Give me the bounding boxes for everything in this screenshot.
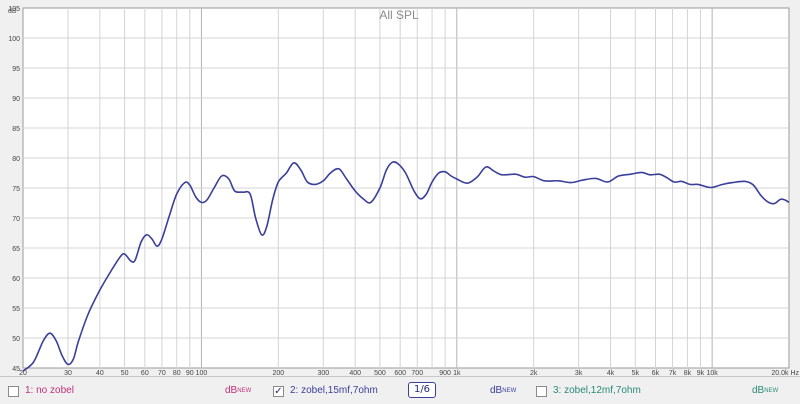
legend-entry-1[interactable]: 1: no zobel [8, 383, 74, 399]
legend-label-1: 1: no zobel [25, 385, 74, 396]
x-tick-label: 30 [64, 370, 72, 376]
y-tick-label: 70 [12, 216, 20, 223]
legend-units-1-sup: NEW [237, 388, 252, 394]
y-axis-unit-label: dB [8, 8, 17, 15]
legend-units-1-text: dB [225, 385, 238, 396]
y-tick-label: 65 [12, 246, 20, 253]
legend-units-3[interactable]: dBNEW [752, 385, 778, 397]
x-tick-label: 400 [349, 370, 361, 376]
x-tick-label: 8k [684, 370, 692, 376]
x-tick-label: 300 [317, 370, 329, 376]
y-tick-label: 85 [12, 126, 20, 133]
legend-checkbox-2[interactable]: ✓ [273, 385, 284, 397]
x-tick-label: 5k [632, 370, 640, 376]
x-tick-label: 600 [394, 370, 406, 376]
legend-units-2[interactable]: dBNEW [490, 385, 516, 397]
legend-units-1[interactable]: dBNEW [225, 385, 251, 397]
y-tick-label: 100 [8, 36, 20, 43]
chart-title: All SPL [379, 8, 419, 22]
x-tick-label: 70 [158, 370, 166, 376]
y-tick-label: 55 [12, 306, 20, 313]
y-tick-label: 50 [12, 336, 20, 343]
series-layer [22, 161, 790, 372]
y-tick-label: 75 [12, 186, 20, 193]
spl-chart[interactable]: 45 50 55 60 65 70 75 80 85 90 95 100 105 20 30 40 50 60 70… [0, 0, 800, 376]
x-tick-label: 40 [96, 370, 104, 376]
tick-labels: 45 50 55 60 65 70 75 80 85 90 95 100 105 20 30 40 50 60 70… [8, 6, 799, 376]
y-tick-label: 90 [12, 96, 20, 103]
legend-label-2: 2: zobel,15mf,7ohm [290, 385, 378, 396]
x-tick-label: 20 [19, 370, 27, 376]
x-tick-label: 6k [652, 370, 660, 376]
x-tick-label: 200 [272, 370, 284, 376]
x-tick-label: 3k [575, 370, 583, 376]
x-tick-label: 7k [669, 370, 677, 376]
x-tick-label: 80 [173, 370, 181, 376]
legend-units-2-sup: NEW [502, 388, 517, 394]
x-tick-label: 700 [411, 370, 423, 376]
legend-checkbox-3[interactable] [536, 385, 547, 397]
y-tick-label: 105 [8, 6, 20, 13]
x-tick-label: 20.0k Hz [771, 370, 799, 376]
legend-entry-2[interactable]: ✓ 2: zobel,15mf,7ohm [273, 383, 378, 399]
legend-units-2-text: dB [490, 385, 503, 396]
x-tick-label: 90 [186, 370, 194, 376]
grid [23, 8, 789, 368]
legend-units-3-sup: NEW [764, 388, 779, 394]
legend-checkbox-1[interactable] [8, 385, 19, 397]
legend-entry-3[interactable]: 3: zobel,12mf,7ohm [536, 383, 641, 399]
x-tick-label: 1k [453, 370, 461, 376]
y-tick-label: 60 [12, 276, 20, 283]
x-tick-label: 4k [607, 370, 615, 376]
legend-units-3-text: dB [752, 385, 765, 396]
x-tick-label: 10k [706, 370, 718, 376]
series-line [22, 161, 790, 372]
x-tick-label: 60 [141, 370, 149, 376]
x-tick-label: 9k [697, 370, 705, 376]
x-tick-label: 2k [530, 370, 538, 376]
x-tick-label: 500 [374, 370, 386, 376]
x-tick-label: 100 [196, 370, 208, 376]
x-tick-label: 50 [121, 370, 129, 376]
smoothing-selector[interactable]: 1/6 [408, 382, 436, 398]
y-tick-label: 95 [12, 66, 20, 73]
y-tick-label: 80 [12, 156, 20, 163]
legend-label-3: 3: zobel,12mf,7ohm [553, 385, 641, 396]
x-tick-label: 900 [439, 370, 451, 376]
legend-bar: 1: no zobel dBNEW ✓ 2: zobel,15mf,7ohm 1… [0, 376, 800, 404]
y-tick-label: 45 [12, 366, 20, 373]
